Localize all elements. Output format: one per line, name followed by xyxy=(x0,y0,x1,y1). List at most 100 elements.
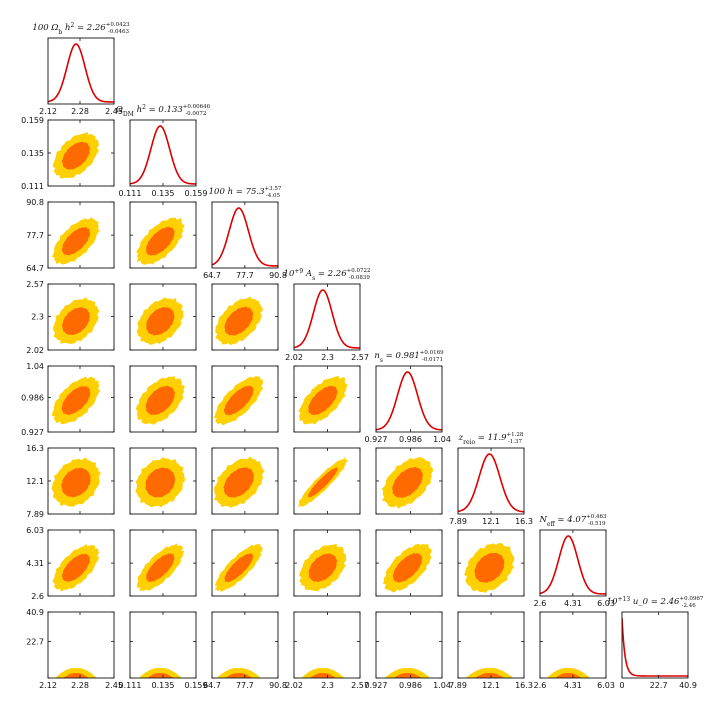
panel-6-2 xyxy=(211,529,279,597)
contour-95-7-3 xyxy=(301,668,345,678)
panel-0-0: 2.12 2.28 2.45 xyxy=(39,37,123,116)
x-tick-label: 12.1 xyxy=(482,681,500,690)
x-tick-label: 2.3 xyxy=(321,681,334,690)
panel-7-4: 0.927 0.986 1.04 xyxy=(365,611,451,690)
contour-68-6-1 xyxy=(146,553,175,583)
panel-1-1: 0.111 0.135 0.159 xyxy=(119,119,207,198)
panel-frame xyxy=(211,201,279,269)
x-tick-label: 0.111 xyxy=(119,681,142,690)
panel-2-0: 64.7 77.7 90.8 xyxy=(26,198,115,273)
panel-7-5: 7.89 12.1 16.3 xyxy=(449,611,533,690)
contour-68-5-0 xyxy=(61,467,91,498)
panel-4-0: 0.927 0.986 1.04 xyxy=(21,362,115,437)
panel-6-6: 2.6 4.31 6.03 xyxy=(534,529,615,608)
marginal-curve-2 xyxy=(212,207,278,267)
panel-7-6: 2.6 4.31 6.03 xyxy=(534,611,615,690)
panel-4-4: 0.927 0.986 1.04 xyxy=(365,365,451,444)
panel-6-3 xyxy=(293,529,361,597)
x-tick-label: 2.12 xyxy=(39,107,57,116)
y-tick-label: 4.31 xyxy=(26,559,44,568)
panel-title-2: 100 h = 75.3+3.57 -4.05 xyxy=(209,186,282,199)
panel-frame xyxy=(539,611,607,679)
panel-frame xyxy=(47,365,115,433)
contour-68-6-5 xyxy=(474,552,505,583)
panel-7-0: 2.12 2.28 2.45 22.7 40.9 xyxy=(26,608,123,690)
x-tick-label: 77.7 xyxy=(236,271,254,280)
panel-frame xyxy=(375,611,443,679)
panel-frame xyxy=(47,283,115,351)
x-tick-label: 7.89 xyxy=(449,681,467,690)
panel-7-1: 0.111 0.135 0.159 xyxy=(119,611,208,690)
panel-4-1 xyxy=(129,365,197,433)
x-tick-label: 2.3 xyxy=(321,353,334,362)
contour-95-7-4 xyxy=(384,668,431,678)
contour-68-2-0 xyxy=(61,227,90,256)
contour-68-3-0 xyxy=(61,307,90,336)
contour-68-4-2 xyxy=(223,385,254,416)
y-tick-label: 2.57 xyxy=(26,280,44,289)
contour-68-7-5 xyxy=(474,673,504,678)
panel-5-5: 7.89 12.1 16.3 xyxy=(449,447,533,526)
panel-5-0: 7.89 12.1 16.3 xyxy=(26,444,115,519)
panel-5-2 xyxy=(211,447,279,515)
contour-68-7-3 xyxy=(309,673,336,678)
panel-3-0: 2.02 2.3 2.57 xyxy=(26,280,115,355)
contour-95-7-1 xyxy=(138,668,182,678)
contour-68-5-2 xyxy=(223,467,254,498)
y-tick-label: 90.8 xyxy=(26,198,44,207)
y-tick-label: 0.159 xyxy=(21,116,44,125)
panel-7-2: 64.7 77.7 90.8 xyxy=(203,611,287,690)
x-tick-label: 2.28 xyxy=(71,107,89,116)
x-tick-label: 0.927 xyxy=(365,435,388,444)
y-tick-label: 16.3 xyxy=(26,444,44,453)
y-tick-label: 7.89 xyxy=(26,510,44,519)
x-tick-label: 0.135 xyxy=(152,681,175,690)
x-tick-label: 0 xyxy=(619,681,624,690)
marginal-curve-1 xyxy=(130,125,196,185)
marginal-curve-5 xyxy=(458,453,524,513)
panel-6-1 xyxy=(129,529,197,597)
panel-title-text: 10+13 u_0 = 2.46+0.0967 -2.46 xyxy=(607,596,704,610)
panel-3-2 xyxy=(211,283,279,351)
x-tick-label: 1.04 xyxy=(433,681,451,690)
x-tick-label: 77.7 xyxy=(236,681,254,690)
marginal-curve-6 xyxy=(540,535,606,595)
y-tick-label: 2.3 xyxy=(31,312,44,321)
contour-68-4-1 xyxy=(145,385,176,416)
panel-frame xyxy=(293,283,361,351)
panel-title-6: Neff = 4.07+0.463 -0.519 xyxy=(538,514,607,528)
x-tick-label: 2.57 xyxy=(351,353,369,362)
y-tick-label: 22.7 xyxy=(26,637,44,646)
panel-2-2: 64.7 77.7 90.8 xyxy=(203,201,287,280)
panel-frame xyxy=(47,37,115,105)
x-tick-label: 4.31 xyxy=(564,681,582,690)
x-tick-label: 7.89 xyxy=(449,517,467,526)
y-tick-label: 0.135 xyxy=(21,149,44,158)
panel-title-3: 10+9 As = 2.26+0.0722 -0.0839 xyxy=(284,268,371,282)
x-tick-label: 1.04 xyxy=(433,435,451,444)
x-tick-label: 4.31 xyxy=(564,599,582,608)
panel-title-text: ns = 0.981+0.0169 -0.0171 xyxy=(374,350,444,364)
x-tick-label: 22.7 xyxy=(650,681,668,690)
x-tick-label: 16.3 xyxy=(515,517,533,526)
contour-68-4-3 xyxy=(308,385,338,415)
x-tick-label: 2.45 xyxy=(105,681,123,690)
panel-title-0: 100 Ωb h2 = 2.26+0.0423 -0.0463 xyxy=(32,22,130,36)
panel-title-1: ΩDM h2 = 0.133+0.00646 -0.0072 xyxy=(115,104,211,118)
panel-frame xyxy=(47,611,115,679)
x-tick-label: 64.7 xyxy=(203,681,221,690)
contour-68-2-1 xyxy=(146,226,175,256)
panel-title-text: ΩDM h2 = 0.133+0.00646 -0.0072 xyxy=(115,104,211,118)
x-tick-label: 0.927 xyxy=(365,681,388,690)
x-tick-label: 0.111 xyxy=(119,189,142,198)
x-tick-label: 40.9 xyxy=(679,681,697,690)
y-tick-label: 77.7 xyxy=(26,231,44,240)
x-tick-label: 12.1 xyxy=(482,517,500,526)
y-tick-label: 40.9 xyxy=(26,608,44,617)
contour-95-7-0 xyxy=(55,668,97,678)
x-tick-label: 0.159 xyxy=(185,681,208,690)
panel-title-7: 10+13 u_0 = 2.46+0.0967 -2.46 xyxy=(607,596,704,610)
marginal-curve-3 xyxy=(294,289,360,349)
x-tick-label: 90.8 xyxy=(269,681,287,690)
